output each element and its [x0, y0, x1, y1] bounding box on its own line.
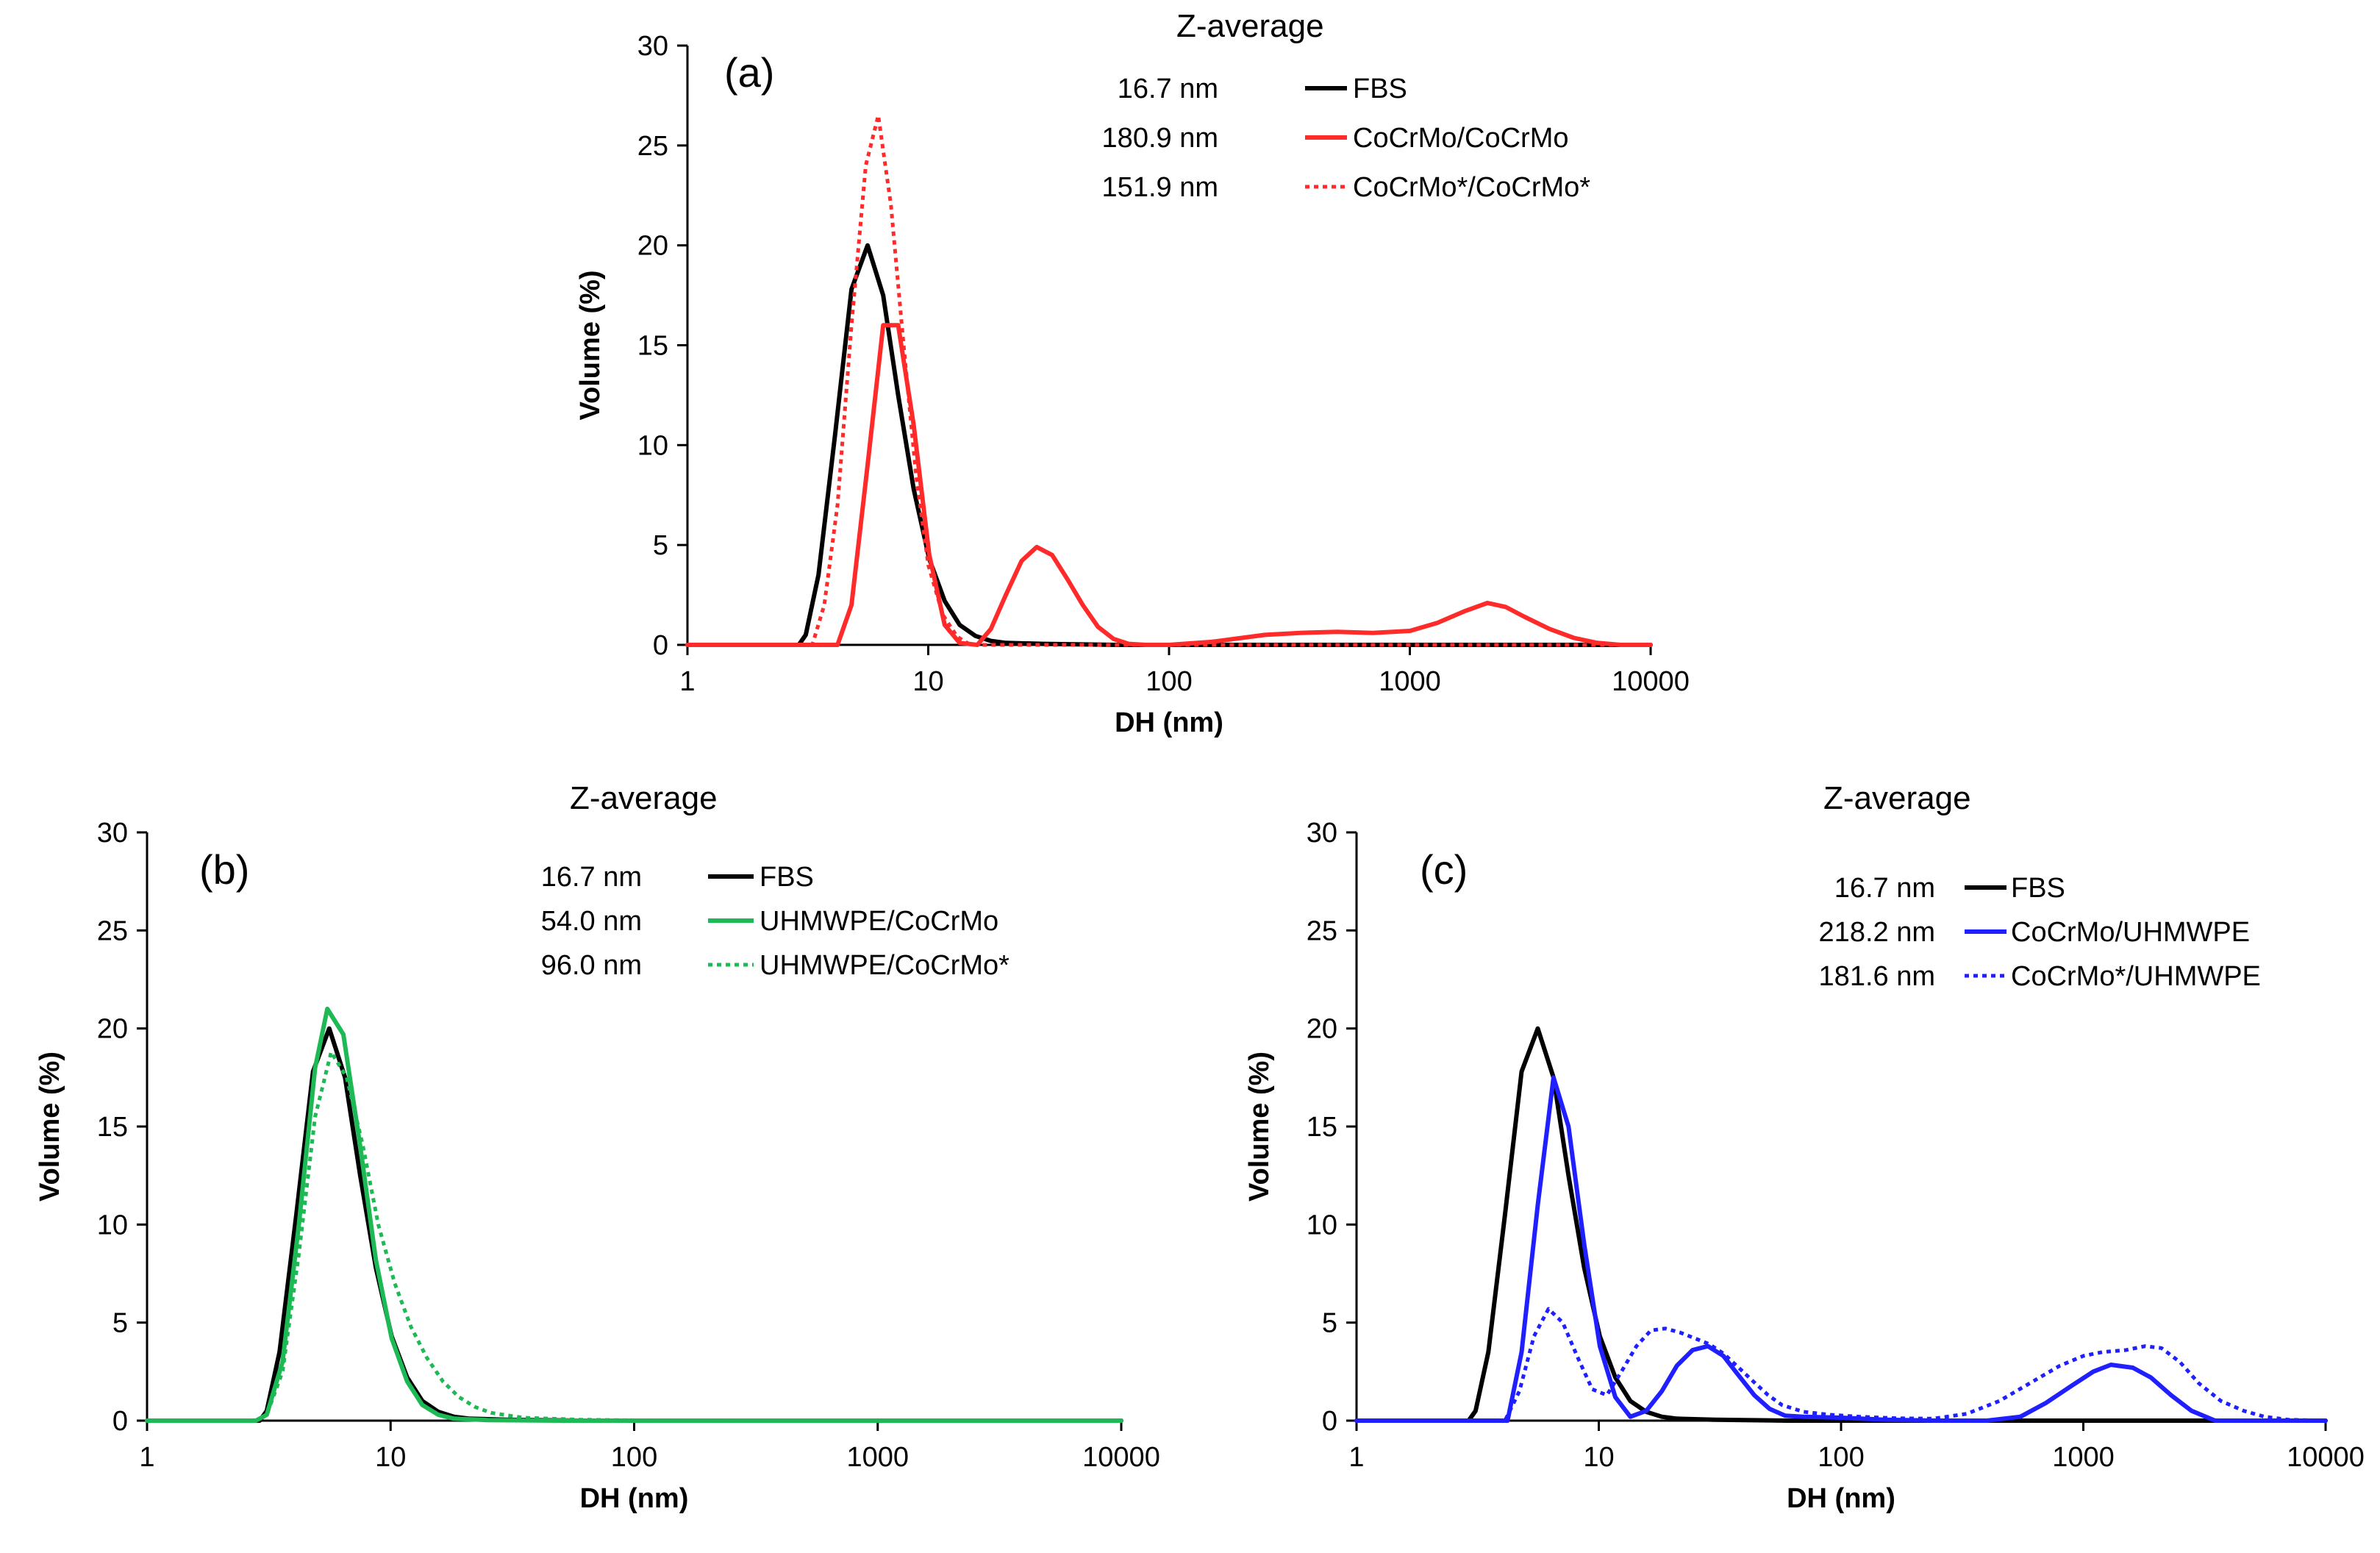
series-line-cocrmo-cocrmo: [685, 323, 1653, 647]
x-tick-label: 10000: [1082, 1442, 1160, 1473]
y-tick-label: 30: [637, 31, 668, 62]
legend-title: Z-average: [570, 780, 718, 816]
y-tick-label: 0: [112, 1406, 128, 1437]
legend-entry-label: FBS: [760, 862, 814, 893]
series-line-fbs: [145, 1026, 1123, 1423]
legend-entry-label: CoCrMo*/CoCrMo*: [1353, 172, 1590, 203]
y-tick-label: 30: [97, 818, 128, 849]
legend-entry-label: FBS: [2011, 873, 2065, 904]
series-line-cocrmo-uhmwpe: [1357, 1307, 2326, 1423]
x-tick-label: 1000: [2052, 1442, 2115, 1473]
x-axis-title: DH (nm): [1115, 707, 1223, 738]
y-axis-title: Volume (%): [35, 1052, 65, 1202]
y-tick-label: 0: [653, 630, 668, 661]
x-tick-label: 10000: [2287, 1442, 2365, 1473]
x-tick-label: 10: [912, 666, 943, 697]
y-tick-label: 15: [97, 1112, 128, 1143]
chart-panel-c: 0 5 10 15 20 25 30 1 10 100 1000 10000 DH (nm) Volume…: [1244, 780, 2365, 1514]
legend-z-average: 16.7 nm: [1834, 873, 1935, 904]
y-tick-label: 5: [1322, 1308, 1337, 1339]
y-tick-label: 0: [1322, 1406, 1337, 1437]
legend-z-average: 181.6 nm: [1819, 961, 1935, 992]
legend-entry-label: CoCrMo/CoCrMo: [1353, 123, 1568, 154]
x-tick-label: 10000: [1612, 666, 1690, 697]
y-tick-label: 25: [637, 131, 668, 162]
legend-z-average: 16.7 nm: [1118, 74, 1218, 104]
x-tick-label: 1: [139, 1442, 154, 1473]
legend-z-average: 218.2 nm: [1819, 917, 1935, 948]
series-line-fbs: [685, 243, 1653, 647]
legend-title: Z-average: [1176, 8, 1324, 44]
x-tick-label: 100: [1818, 1442, 1864, 1473]
x-axis-title: DH (nm): [1787, 1483, 1895, 1514]
x-tick-label: 10: [1583, 1442, 1614, 1473]
y-tick-label: 25: [97, 915, 128, 946]
y-axis-title: Volume (%): [575, 270, 606, 420]
legend-entry-label: FBS: [1353, 74, 1407, 104]
chart-panel-b: 0 5 10 15 20 25 30 1 10 100 1000 10000 DH (nm) Volume…: [35, 780, 1160, 1514]
series-line-fbs: [1354, 1026, 2328, 1423]
legend-z-average: 180.9 nm: [1102, 123, 1218, 154]
y-tick-label: 10: [637, 430, 668, 461]
y-axis-title: Volume (%): [1244, 1052, 1275, 1202]
series-line-uhmwpe-cocrmo: [145, 1007, 1123, 1423]
y-tick-label: 10: [97, 1210, 128, 1240]
x-tick-label: 1: [1348, 1442, 1364, 1473]
y-tick-label: 30: [1307, 818, 1337, 849]
legend-z-average: 96.0 nm: [541, 950, 642, 981]
y-tick-label: 5: [653, 530, 668, 561]
legend-z-average: 151.9 nm: [1102, 172, 1218, 203]
series-line-cocrmo-uhmwpe: [1354, 1075, 2328, 1423]
x-tick-label: 1000: [846, 1442, 909, 1473]
y-tick-label: 15: [1307, 1112, 1337, 1143]
x-tick-label: 1: [679, 666, 695, 697]
series-line-cocrmo-cocrmo-: [687, 113, 1651, 647]
x-tick-label: 100: [611, 1442, 657, 1473]
legend-entry-label: UHMWPE/CoCrMo: [760, 906, 998, 937]
x-tick-label: 1000: [1379, 666, 1441, 697]
y-tick-label: 20: [97, 1014, 128, 1045]
x-axis-title: DH (nm): [580, 1483, 689, 1514]
panel-label: (c): [1420, 846, 1468, 893]
x-tick-label: 10: [375, 1442, 406, 1473]
y-tick-label: 15: [637, 331, 668, 362]
x-tick-label: 100: [1146, 666, 1192, 697]
legend-z-average: 16.7 nm: [541, 862, 642, 893]
y-tick-label: 20: [1307, 1014, 1337, 1045]
legend-entry-label: CoCrMo*/UHMWPE: [2011, 961, 2261, 992]
legend-entry-label: UHMWPE/CoCrMo*: [760, 950, 1009, 981]
y-tick-label: 10: [1307, 1210, 1337, 1240]
legend-z-average: 54.0 nm: [541, 906, 642, 937]
chart-panel-a: 0 5 10 15 20 25 30 1 10 100 1000 10000 DH (nm) Volume…: [575, 8, 1690, 738]
legend-title: Z-average: [1823, 780, 1971, 816]
legend-entry-label: CoCrMo/UHMWPE: [2011, 917, 2250, 948]
y-tick-label: 5: [112, 1308, 128, 1339]
panel-label: (a): [724, 49, 774, 96]
y-tick-label: 20: [637, 231, 668, 262]
y-tick-label: 25: [1307, 915, 1337, 946]
panel-label: (b): [199, 846, 249, 893]
